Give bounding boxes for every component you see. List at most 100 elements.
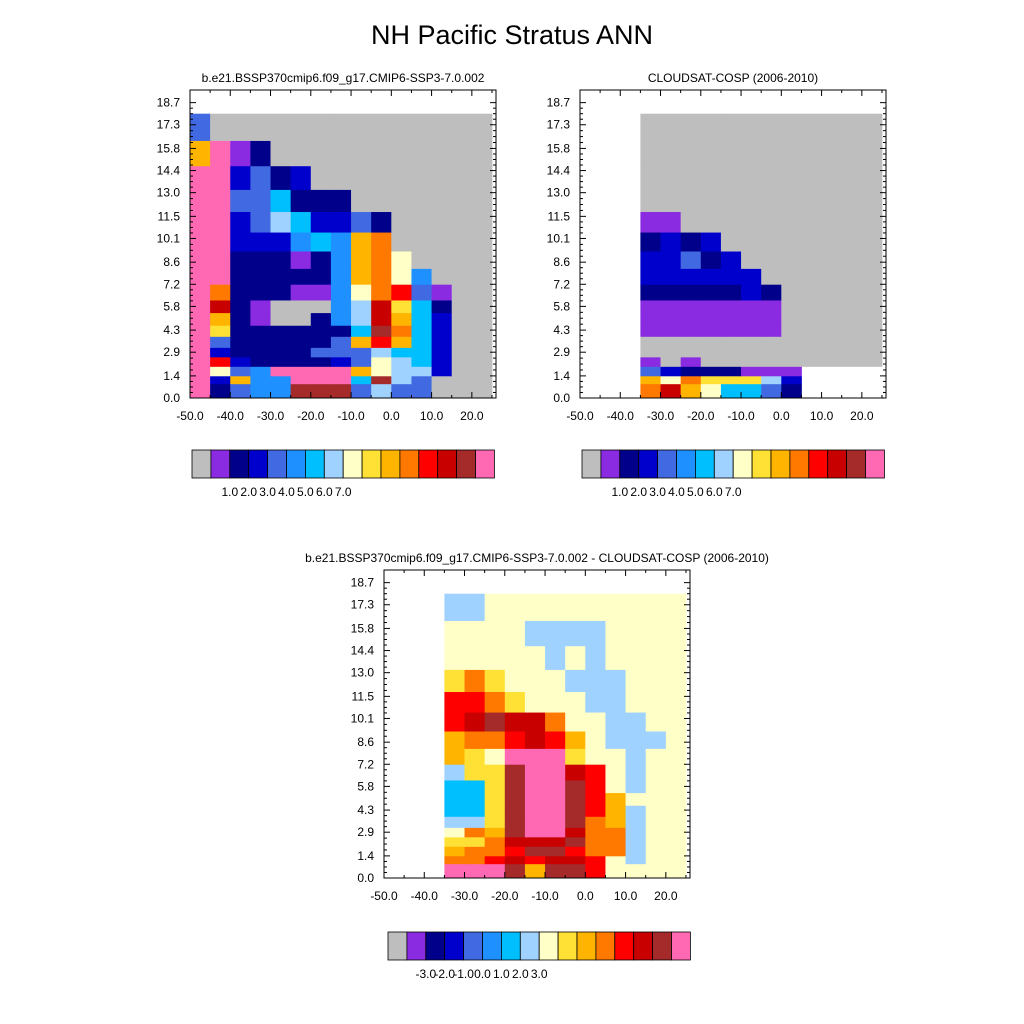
heatmap-cell <box>471 113 493 141</box>
heatmap-cell <box>665 836 687 847</box>
heatmap-cell <box>524 827 546 838</box>
heatmap-cell <box>464 855 486 865</box>
heatmap-cell <box>801 113 822 141</box>
heatmap-cell <box>861 300 883 314</box>
heatmap-cell <box>761 347 782 358</box>
heatmap-cell <box>310 251 332 269</box>
heatmap-cell <box>640 300 661 314</box>
heatmap-cell <box>625 731 647 749</box>
colorbar-label: 4.0 <box>668 485 685 499</box>
heatmap-cell <box>585 691 606 713</box>
heatmap-cell <box>351 375 372 385</box>
heatmap-cell <box>861 211 883 233</box>
heatmap-cell <box>190 113 211 141</box>
heatmap-cell <box>781 140 802 167</box>
heatmap-cell <box>464 846 486 857</box>
heatmap-cell <box>524 731 546 749</box>
heatmap-cell <box>625 764 647 781</box>
heatmap-cell <box>310 366 332 377</box>
heatmap-cell <box>861 284 883 301</box>
colorbar-box <box>425 931 446 961</box>
colorbar-box <box>576 931 597 961</box>
heatmap-cell <box>545 645 566 670</box>
heatmap-cell <box>565 827 586 838</box>
heatmap-cell <box>451 284 473 301</box>
heatmap-cell <box>230 336 251 348</box>
heatmap-cell <box>444 863 465 879</box>
heatmap-cell <box>781 325 802 337</box>
heatmap-cell <box>640 366 661 377</box>
heatmap-cell <box>625 780 647 794</box>
heatmap-cell <box>330 211 352 233</box>
heatmap-cell <box>210 312 231 326</box>
heatmap-cell <box>351 300 372 314</box>
heatmap-cell <box>665 731 687 749</box>
heatmap-cell <box>605 691 626 713</box>
heatmap-cell <box>781 268 802 285</box>
heatmap-cell <box>565 836 586 847</box>
heatmap-cell <box>781 284 802 301</box>
heatmap-cell <box>444 764 465 781</box>
heatmap-cell <box>545 816 566 828</box>
heatmap-cell <box>680 113 702 141</box>
y-tick-label: 17.3 <box>157 118 181 132</box>
heatmap-cell <box>411 268 432 285</box>
colorbar-box <box>191 449 212 479</box>
heatmap-cell <box>640 347 661 358</box>
heatmap-cell <box>310 336 332 348</box>
heatmap-cell <box>700 312 722 326</box>
colorbar-box <box>808 449 829 479</box>
heatmap-cell <box>411 300 432 314</box>
heatmap-cell <box>720 251 742 269</box>
heatmap-cell <box>270 375 292 385</box>
y-tick-label: 18.7 <box>351 576 375 590</box>
x-tick-label: -20.0 <box>491 889 519 903</box>
heatmap-cell <box>545 731 566 749</box>
heatmap-cell <box>565 669 586 693</box>
y-tick-label: 7.2 <box>357 757 374 771</box>
x-tick-label: -10.0 <box>727 409 755 423</box>
heatmap-cell <box>625 863 647 879</box>
colorbar-box <box>304 449 325 479</box>
colorbar-box <box>600 449 621 479</box>
x-tick-label: -10.0 <box>337 409 365 423</box>
heatmap-cell <box>411 325 432 337</box>
heatmap-cell <box>761 268 782 285</box>
heatmap-cell <box>761 165 782 190</box>
heatmap-cell <box>411 211 432 233</box>
heatmap-cell <box>504 792 526 806</box>
heatmap-cell <box>351 336 372 348</box>
y-tick-label: 11.5 <box>158 209 181 223</box>
heatmap-cell <box>741 268 762 285</box>
colorbar-box <box>595 931 616 961</box>
heatmap-cell <box>451 325 473 337</box>
heatmap-cell <box>821 284 843 301</box>
heatmap-cell <box>625 645 647 670</box>
colorbar-label: 2.0 <box>512 967 529 981</box>
heatmap-cell <box>250 251 271 269</box>
heatmap-cell <box>841 211 863 233</box>
heatmap-cell <box>680 356 702 367</box>
heatmap-cell <box>270 347 292 358</box>
colorbar-label: 5.0 <box>297 485 314 499</box>
heatmap-cell <box>351 268 372 285</box>
colorbar-label: 3.0 <box>531 967 548 981</box>
heatmap-cell <box>524 805 546 817</box>
heatmap-cell <box>524 712 546 732</box>
heatmap-cell <box>781 375 802 385</box>
heatmap-cell <box>504 816 526 828</box>
heatmap-cell <box>585 731 606 749</box>
heatmap-cell <box>230 189 251 213</box>
heatmap-cell <box>504 780 526 794</box>
heatmap-cell <box>464 863 486 879</box>
heatmap-cell <box>270 165 292 190</box>
heatmap-cell <box>371 312 392 326</box>
heatmap-cell <box>645 816 667 828</box>
heatmap-cell <box>250 211 271 233</box>
heatmap-cell <box>605 645 626 670</box>
heatmap-cell <box>391 375 412 385</box>
heatmap-cell <box>761 284 782 301</box>
heatmap-cell <box>471 300 493 314</box>
heatmap-cell <box>250 383 271 399</box>
heatmap-cell <box>431 366 453 377</box>
